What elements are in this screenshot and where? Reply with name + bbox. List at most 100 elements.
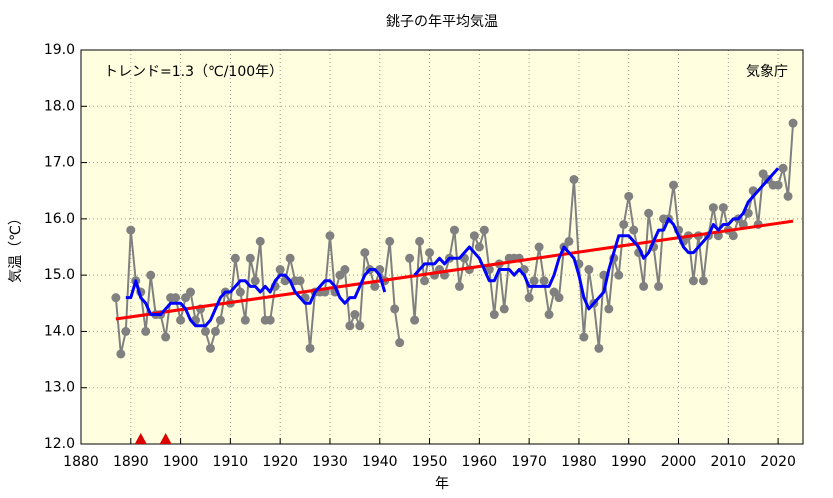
data-point: [215, 315, 225, 325]
data-point: [484, 265, 494, 275]
series-line: [125, 167, 780, 328]
data-point: [619, 219, 629, 229]
data-point: [778, 163, 788, 173]
data-point: [405, 253, 415, 263]
data-point: [275, 265, 285, 275]
data-point: [449, 225, 459, 235]
data-point: [579, 332, 589, 342]
data-point: [126, 225, 136, 235]
y-tick-label: 13.0: [44, 380, 75, 396]
data-point: [395, 338, 405, 348]
data-point: [161, 332, 171, 342]
data-point: [584, 265, 594, 275]
y-tick-label: 14.0: [44, 323, 75, 339]
data-point: [469, 231, 479, 241]
x-tick-label: 1970: [511, 454, 547, 470]
data-point: [564, 236, 574, 246]
x-axis-label: 年: [435, 476, 449, 492]
y-tick-label: 15.0: [44, 267, 75, 283]
data-point: [718, 203, 728, 213]
data-point: [454, 281, 464, 291]
data-point: [340, 265, 350, 275]
data-point: [141, 326, 151, 336]
data-point: [350, 310, 360, 320]
data-point: [773, 180, 783, 190]
y-tick-label: 17.0: [44, 155, 75, 171]
data-point: [639, 281, 649, 291]
data-point: [245, 253, 255, 263]
data-point: [295, 276, 305, 286]
data-point: [743, 208, 753, 218]
data-point: [698, 276, 708, 286]
y-tick-label: 16.0: [44, 211, 75, 227]
data-point: [594, 343, 604, 353]
x-tick-label: 1880: [63, 454, 99, 470]
x-tick-label: 1940: [362, 454, 398, 470]
data-point: [569, 174, 579, 184]
data-point: [111, 293, 121, 303]
data-point: [644, 208, 654, 218]
data-point: [539, 276, 549, 286]
data-point: [529, 276, 539, 286]
data-point: [554, 293, 564, 303]
data-point: [205, 343, 215, 353]
data-point: [534, 242, 544, 252]
data-point: [250, 276, 260, 286]
data-point: [604, 304, 614, 314]
data-point: [489, 310, 499, 320]
data-point: [708, 203, 718, 213]
x-tick-label: 1900: [163, 454, 199, 470]
data-point: [121, 326, 131, 336]
data-point: [240, 315, 250, 325]
data-point: [200, 326, 210, 336]
chart-title: 銚子の年平均気温: [386, 14, 498, 30]
data-point: [728, 231, 738, 241]
data-point: [345, 321, 355, 331]
x-tick-label: 2010: [710, 454, 746, 470]
data-point: [385, 236, 395, 246]
data-point: [370, 281, 380, 291]
plot-frame: [80, 49, 804, 445]
event-marker: [159, 433, 172, 444]
data-point: [629, 225, 639, 235]
data-point: [614, 270, 624, 280]
data-point: [425, 248, 435, 258]
x-tick-label: 1930: [312, 454, 348, 470]
data-point: [210, 326, 220, 336]
x-tick-label: 1990: [611, 454, 647, 470]
data-point: [499, 304, 509, 314]
annotation: トレンド=1.3（℃/100年）: [104, 64, 283, 80]
x-tick-label: 2000: [661, 454, 697, 470]
x-tick-label: 1920: [262, 454, 298, 470]
x-tick-label: 1950: [412, 454, 448, 470]
plot-area: [81, 50, 803, 444]
data-point: [230, 253, 240, 263]
y-tick-label: 12.0: [44, 436, 75, 452]
x-tick-label: 1980: [561, 454, 597, 470]
y-tick-label: 19.0: [44, 42, 75, 58]
data-point: [415, 236, 425, 246]
data-point: [390, 304, 400, 314]
data-point: [479, 225, 489, 235]
x-tick-label: 1910: [213, 454, 249, 470]
data-point: [654, 281, 664, 291]
event-marker: [134, 433, 147, 444]
data-point: [669, 180, 679, 190]
data-point: [783, 191, 793, 201]
data-point: [265, 315, 275, 325]
x-tick-label: 1890: [113, 454, 149, 470]
data-point: [410, 315, 420, 325]
data-point: [186, 287, 196, 297]
y-tick-label: 18.0: [44, 98, 75, 114]
data-point: [474, 242, 484, 252]
data-point: [360, 248, 370, 258]
data-point: [116, 349, 126, 359]
y-axis-label: 気温（℃）: [8, 211, 24, 283]
data-point: [420, 276, 430, 286]
data-point: [176, 315, 186, 325]
x-tick-label: 2020: [760, 454, 796, 470]
source: 気象庁: [746, 64, 788, 80]
data-point: [544, 310, 554, 320]
data-point: [355, 321, 365, 331]
